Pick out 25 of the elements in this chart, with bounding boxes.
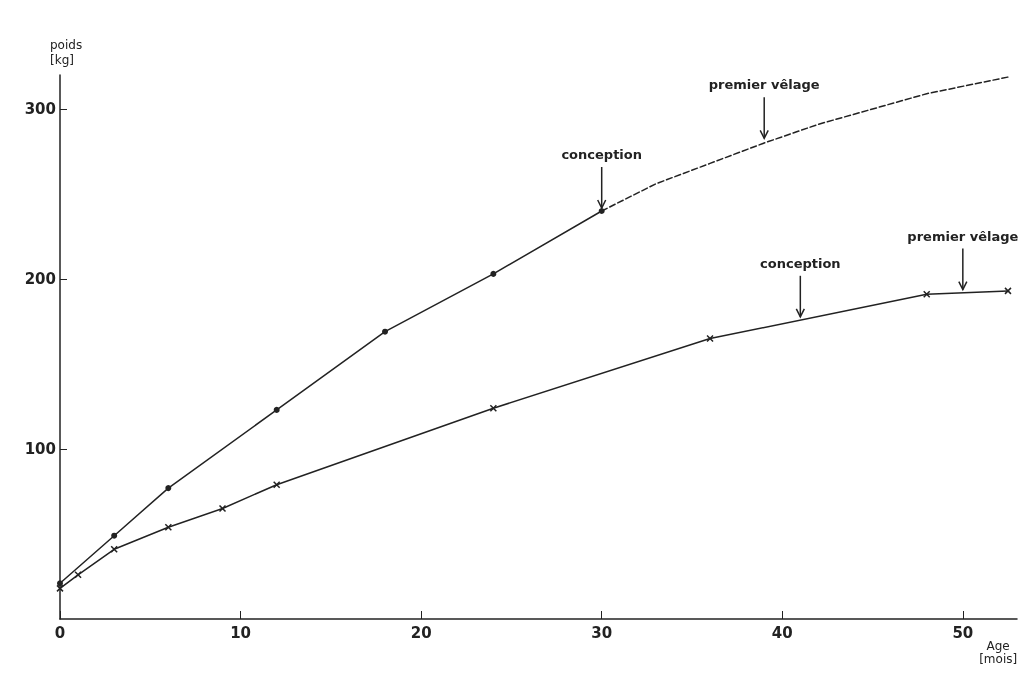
annotation: conception [760,255,841,271]
x-tick-label: 0 [54,623,66,642]
point [922,290,931,299]
point [165,485,172,492]
point [111,532,118,539]
y-axis-title: poids [kg] [50,37,83,67]
point [598,208,605,214]
x-tick-label: 30 [591,623,613,642]
x-tick-label: 50 [952,623,974,642]
annotation: premier vêlage [708,77,820,93]
x-tick-label: 40 [771,623,793,642]
point [382,328,389,335]
y-tick-label: 100 [24,440,56,458]
y-tick-label: 300 [24,100,56,118]
x-axis-title: Age [mois] [979,638,1018,666]
x-tick-label: 10 [230,623,251,642]
point [272,480,281,489]
y-tick-label: 200 [24,270,56,288]
annotation: conception [561,147,642,162]
annotation: premier vêlage [907,228,1019,244]
x-tick-label: 20 [410,623,432,642]
point [218,504,227,513]
point [57,580,63,587]
point [273,406,280,413]
point [490,270,497,277]
